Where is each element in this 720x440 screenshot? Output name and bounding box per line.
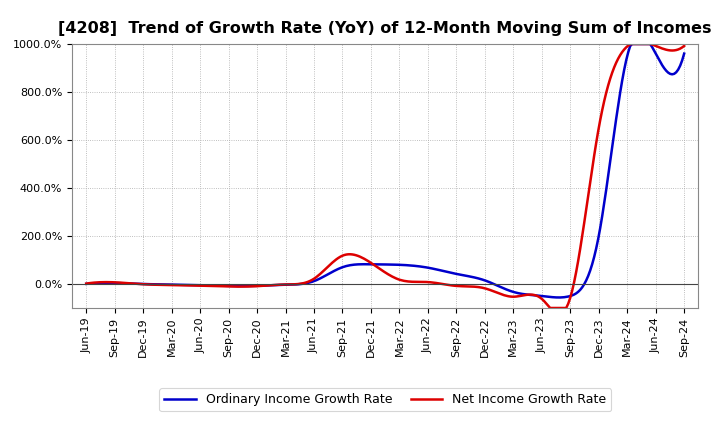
Ordinary Income Growth Rate bbox=[436, 268, 444, 273]
Legend: Ordinary Income Growth Rate, Net Income Growth Rate: Ordinary Income Growth Rate, Net Income … bbox=[159, 388, 611, 411]
Net Income Growth Rate bbox=[548, 305, 557, 311]
Line: Ordinary Income Growth Rate: Ordinary Income Growth Rate bbox=[86, 44, 684, 297]
Net Income Growth Rate bbox=[448, 283, 456, 288]
Net Income Growth Rate bbox=[680, 43, 688, 48]
Ordinary Income Growth Rate bbox=[448, 271, 456, 276]
Ordinary Income Growth Rate bbox=[438, 268, 446, 273]
Ordinary Income Growth Rate bbox=[628, 41, 636, 47]
Line: Net Income Growth Rate: Net Income Growth Rate bbox=[86, 44, 684, 308]
Net Income Growth Rate bbox=[626, 41, 634, 47]
Ordinary Income Growth Rate bbox=[554, 295, 562, 300]
Net Income Growth Rate bbox=[438, 281, 446, 286]
Ordinary Income Growth Rate bbox=[84, 281, 93, 286]
Ordinary Income Growth Rate bbox=[588, 261, 596, 267]
Net Income Growth Rate bbox=[84, 281, 93, 286]
Net Income Growth Rate bbox=[588, 166, 596, 171]
Net Income Growth Rate bbox=[82, 281, 91, 286]
Ordinary Income Growth Rate bbox=[626, 44, 634, 49]
Net Income Growth Rate bbox=[628, 41, 636, 47]
Ordinary Income Growth Rate bbox=[82, 281, 91, 286]
Title: [4208]  Trend of Growth Rate (YoY) of 12-Month Moving Sum of Incomes: [4208] Trend of Growth Rate (YoY) of 12-… bbox=[58, 21, 712, 36]
Ordinary Income Growth Rate bbox=[680, 51, 688, 56]
Net Income Growth Rate bbox=[436, 281, 444, 286]
